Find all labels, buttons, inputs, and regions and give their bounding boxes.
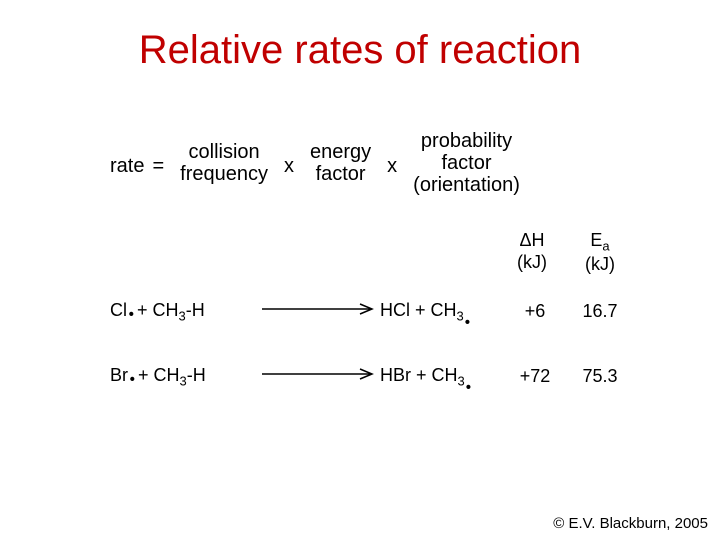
rxn1-rhs-pre: HCl + CH bbox=[380, 300, 457, 320]
rxn1-tail: -H bbox=[186, 300, 205, 320]
rxn2-dh: +72 bbox=[500, 366, 570, 387]
reaction-row-1: Cl• + CH3-H HCl + CH3• +6 16.7 bbox=[110, 300, 630, 324]
cl-atom: Cl bbox=[110, 300, 127, 320]
copyright: © E.V. Blackburn, 2005 bbox=[553, 515, 708, 532]
term3-line1: probability bbox=[421, 130, 512, 152]
radical-dot-icon: • bbox=[129, 306, 134, 324]
rate-equation: rate = collision frequency x energy fact… bbox=[110, 130, 526, 196]
rxn2-rhs-pre: HBr + CH bbox=[380, 365, 458, 385]
rxn2-rhs-sub: 3 bbox=[458, 374, 465, 389]
rxn2-sub: 3 bbox=[180, 374, 187, 389]
br-atom: Br bbox=[110, 365, 128, 385]
term-collision-frequency: collision frequency bbox=[174, 141, 274, 185]
rate-label: rate bbox=[110, 149, 152, 178]
ea-e: E bbox=[590, 230, 602, 250]
rxn2-lhs: Br• + CH3-H bbox=[110, 365, 260, 389]
rxn1-ea: 16.7 bbox=[570, 301, 630, 322]
arrow-icon bbox=[260, 366, 380, 387]
term2-line2: factor bbox=[316, 163, 366, 185]
slide: Relative rates of reaction rate = collis… bbox=[0, 0, 720, 540]
rxn2-rhs: HBr + CH3• bbox=[380, 365, 500, 389]
rxn1-lhs: Cl• + CH3-H bbox=[110, 300, 260, 324]
term1-line2: frequency bbox=[180, 163, 268, 185]
rxn1-rhs: HCl + CH3• bbox=[380, 300, 500, 324]
term2-line1: energy bbox=[310, 141, 371, 163]
arrow-icon bbox=[260, 301, 380, 322]
header-ea-line1: Ea bbox=[590, 230, 609, 254]
header-ea-line2: (kJ) bbox=[585, 254, 615, 276]
slide-title: Relative rates of reaction bbox=[0, 28, 720, 73]
rxn2-plus: + CH bbox=[133, 365, 180, 385]
cl-radical: Cl• bbox=[110, 300, 127, 321]
term3-line3: (orientation) bbox=[413, 174, 520, 196]
rxn1-dh: +6 bbox=[500, 301, 570, 322]
term1-line1: collision bbox=[189, 141, 260, 163]
equals-sign: = bbox=[152, 149, 174, 178]
radical-dot-icon: • bbox=[130, 371, 135, 389]
rxn1-plus: + CH bbox=[132, 300, 179, 320]
rxn2-ea: 75.3 bbox=[570, 366, 630, 387]
header-dh-line1: ΔH bbox=[519, 230, 544, 252]
multiply-1: x bbox=[274, 149, 304, 178]
table-headers: ΔH (kJ) Ea (kJ) bbox=[498, 230, 634, 276]
ea-a: a bbox=[602, 239, 609, 254]
term-energy-factor: energy factor bbox=[304, 141, 377, 185]
radical-dot-icon: • bbox=[466, 379, 471, 397]
radical-dot-icon: • bbox=[465, 314, 470, 332]
multiply-2: x bbox=[377, 149, 407, 178]
rxn2-tail: -H bbox=[187, 365, 206, 385]
reaction-row-2: Br• + CH3-H HBr + CH3• +72 75.3 bbox=[110, 365, 630, 389]
header-ea: Ea (kJ) bbox=[566, 230, 634, 276]
br-radical: Br• bbox=[110, 365, 128, 386]
rxn1-sub: 3 bbox=[179, 309, 186, 324]
term3-line2: factor bbox=[442, 152, 492, 174]
header-delta-h: ΔH (kJ) bbox=[498, 230, 566, 276]
rxn1-rhs-sub: 3 bbox=[457, 309, 464, 324]
term-probability-factor: probability factor (orientation) bbox=[407, 130, 526, 196]
header-dh-line2: (kJ) bbox=[517, 252, 547, 274]
